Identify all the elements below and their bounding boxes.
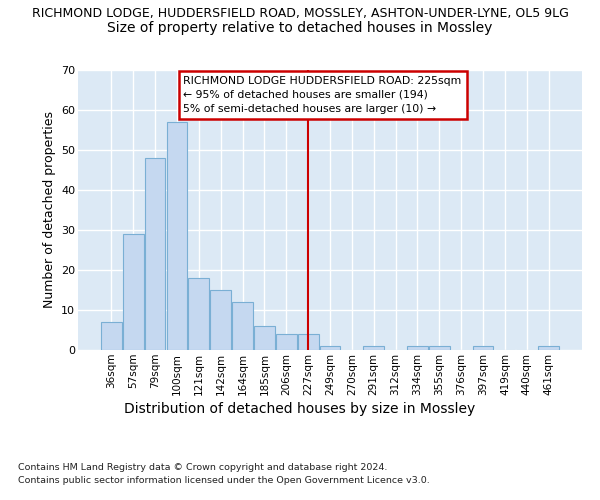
Bar — [232, 302, 253, 350]
Text: Size of property relative to detached houses in Mossley: Size of property relative to detached ho… — [107, 21, 493, 35]
Bar — [276, 334, 296, 350]
Bar — [538, 346, 559, 350]
Bar — [298, 334, 319, 350]
Bar — [101, 322, 122, 350]
Text: Contains HM Land Registry data © Crown copyright and database right 2024.: Contains HM Land Registry data © Crown c… — [18, 462, 388, 471]
Bar — [145, 158, 166, 350]
Bar — [123, 234, 143, 350]
Text: Distribution of detached houses by size in Mossley: Distribution of detached houses by size … — [124, 402, 476, 416]
Bar — [320, 346, 340, 350]
Bar — [473, 346, 493, 350]
Bar — [407, 346, 428, 350]
Bar — [364, 346, 384, 350]
Bar — [167, 122, 187, 350]
Text: RICHMOND LODGE, HUDDERSFIELD ROAD, MOSSLEY, ASHTON-UNDER-LYNE, OL5 9LG: RICHMOND LODGE, HUDDERSFIELD ROAD, MOSSL… — [32, 8, 568, 20]
Bar — [188, 278, 209, 350]
Text: Contains public sector information licensed under the Open Government Licence v3: Contains public sector information licen… — [18, 476, 430, 485]
Bar — [210, 290, 231, 350]
Bar — [429, 346, 450, 350]
Bar — [254, 326, 275, 350]
Text: RICHMOND LODGE HUDDERSFIELD ROAD: 225sqm
← 95% of detached houses are smaller (1: RICHMOND LODGE HUDDERSFIELD ROAD: 225sqm… — [184, 76, 462, 114]
Y-axis label: Number of detached properties: Number of detached properties — [43, 112, 56, 308]
